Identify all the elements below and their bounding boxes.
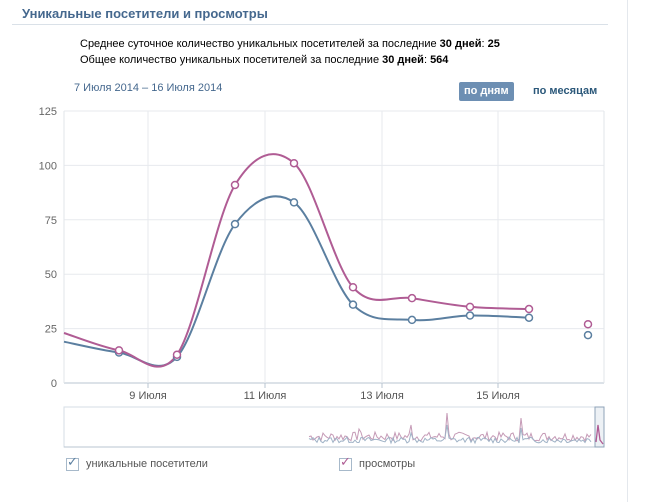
views-point [465, 302, 475, 312]
visitors-point [583, 330, 593, 340]
legend-views-label: просмотры [359, 458, 416, 470]
x-tick-label: 15 Июля [476, 390, 520, 402]
total-visitors-label: Общее количество уникальных посетителей … [80, 54, 380, 66]
views-point [524, 304, 534, 314]
x-tick-label: 11 Июля [244, 390, 287, 402]
panel-right-border [627, 0, 628, 502]
section-header: Уникальные посетители и просмотры [12, 4, 608, 25]
x-tick-label: 9 Июля [129, 390, 167, 402]
views-series-line [63, 153, 530, 368]
avg-daily-period: 30 дней [439, 38, 482, 50]
visitors-point [348, 300, 358, 309]
y-tick-label: 50 [45, 269, 57, 281]
views-point [583, 319, 593, 329]
y-tick-label: 100 [39, 160, 57, 172]
views-point [230, 180, 240, 190]
avg-daily-visitors: Среднее суточное количество уникальных п… [80, 38, 500, 50]
avg-daily-value: 25 [487, 38, 500, 50]
section-title: Уникальные посетители и просмотры [22, 6, 268, 21]
y-tick-label: 0 [51, 378, 57, 390]
views-point [407, 293, 417, 303]
navigator-selection-handle [594, 406, 605, 448]
visitors-point [230, 219, 240, 229]
views-checkbox[interactable]: ✓ [339, 454, 352, 471]
y-tick-label: 125 [39, 106, 57, 118]
plot-area [64, 111, 604, 383]
visitors-point [524, 313, 534, 322]
total-visitors-period: 30 дней [382, 54, 424, 66]
visitors-point [289, 198, 299, 207]
views-point [114, 346, 124, 355]
visitors-checkbox[interactable]: ✓ [66, 454, 79, 471]
date-range: 7 Июля 2014 – 16 Июля 2014 [74, 82, 223, 94]
checkmark-icon: ✓ [340, 454, 351, 469]
views-point [172, 350, 182, 359]
total-visitors-value: 564 [430, 54, 449, 66]
navigator-selection-line [595, 424, 604, 445]
navigator-visitors-line [308, 424, 592, 445]
x-tick-label: 13 Июля [360, 390, 404, 402]
visitors-point [465, 311, 475, 320]
y-tick-label: 25 [45, 324, 57, 336]
stats-block: Среднее суточное количество уникальных п… [80, 36, 500, 68]
navigator-views-line [308, 412, 592, 443]
visitors-point [407, 315, 417, 325]
legend-visitors-label: уникальные посетители [86, 458, 208, 470]
avg-daily-label: Среднее суточное количество уникальных п… [80, 38, 437, 50]
views-point [348, 283, 358, 292]
total-visitors: Общее количество уникальных посетителей … [80, 54, 449, 66]
y-tick-label: 75 [45, 215, 57, 227]
checkmark-icon: ✓ [67, 454, 78, 469]
by-days-button[interactable]: по дням [459, 82, 514, 101]
by-months-button[interactable]: по месяцам [533, 85, 598, 97]
views-point [289, 158, 299, 168]
